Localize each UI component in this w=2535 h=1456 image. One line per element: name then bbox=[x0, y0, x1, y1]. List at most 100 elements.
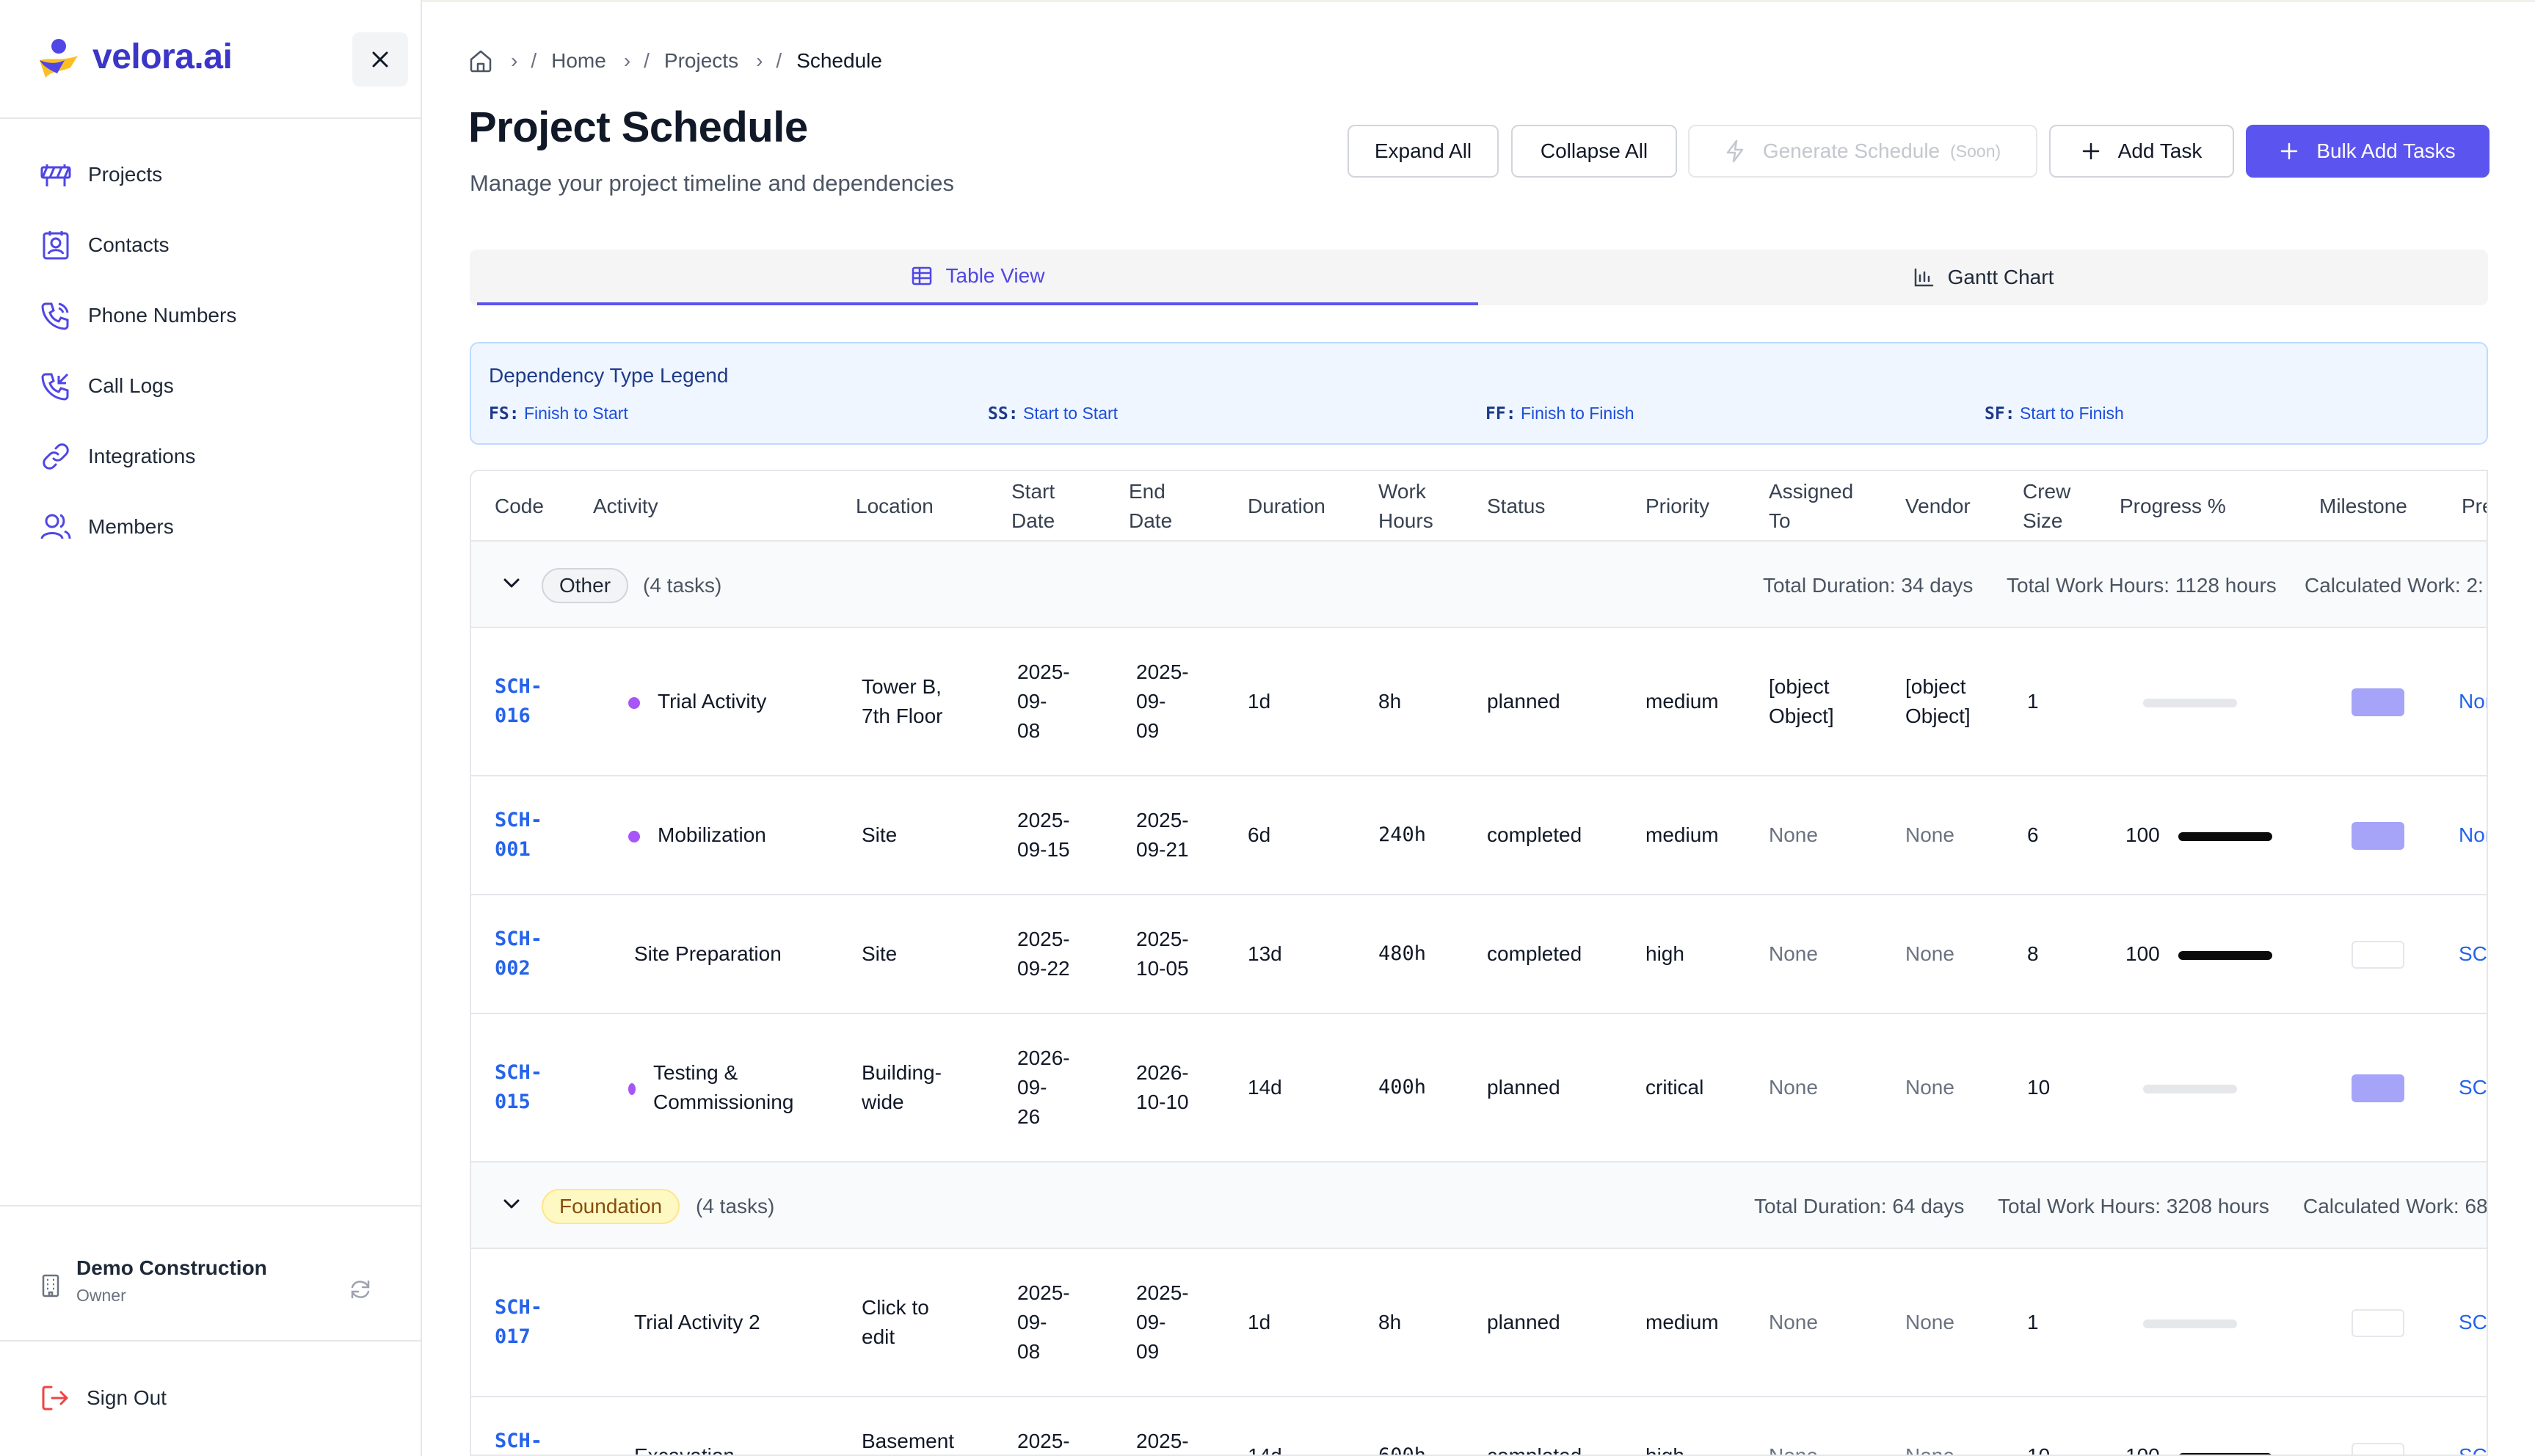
chevron-down-icon[interactable] bbox=[502, 577, 521, 590]
task-location[interactable]: Basement bbox=[862, 1430, 955, 1452]
task-crew-size[interactable]: 1 bbox=[2027, 1311, 2039, 1333]
milestone-toggle[interactable] bbox=[2352, 941, 2404, 969]
sign-out-button[interactable]: Sign Out bbox=[40, 1383, 167, 1413]
task-location[interactable]: Building-wide bbox=[862, 1061, 942, 1113]
column-vendor[interactable]: Vendor bbox=[1905, 495, 1971, 517]
switch-organization-button[interactable] bbox=[343, 1273, 377, 1306]
task-duration[interactable]: 13d bbox=[1248, 942, 1282, 965]
task-status[interactable]: completed bbox=[1487, 942, 1582, 965]
task-priority[interactable]: critical bbox=[1645, 1076, 1704, 1099]
close-sidebar-button[interactable] bbox=[352, 32, 408, 87]
column-crew-size[interactable]: Crew Size bbox=[2023, 480, 2071, 532]
task-predecessors[interactable]: SCI bbox=[2459, 942, 2487, 965]
task-start-date[interactable]: 2025- 09-15 bbox=[1017, 809, 1070, 861]
task-end-date[interactable]: 2025- bbox=[1136, 1430, 1189, 1452]
task-end-date[interactable]: 2026- 10-10 bbox=[1136, 1061, 1189, 1113]
table-row[interactable]: SCH- Excavation Basement 2025- 2025- 14d… bbox=[471, 1397, 2487, 1456]
task-priority[interactable]: high bbox=[1645, 942, 1684, 965]
task-duration[interactable]: 1d bbox=[1248, 690, 1271, 713]
task-predecessors[interactable]: Non bbox=[2459, 823, 2487, 846]
breadcrumb-home[interactable]: Home bbox=[551, 49, 606, 72]
task-priority[interactable]: medium bbox=[1645, 1311, 1719, 1333]
task-work-hours[interactable]: 600h bbox=[1378, 1444, 1427, 1456]
task-end-date[interactable]: 2025- 09-21 bbox=[1136, 809, 1189, 861]
column-activity[interactable]: Activity bbox=[593, 495, 658, 517]
task-vendor[interactable]: None bbox=[1905, 1311, 1954, 1333]
table-row[interactable]: SCH- 001 Mobilization Site 2025- 09-15 202… bbox=[471, 776, 2487, 895]
task-start-date[interactable]: 2025- 09- 08 bbox=[1017, 660, 1070, 742]
task-work-hours[interactable]: 480h bbox=[1378, 942, 1427, 965]
task-work-hours[interactable]: 400h bbox=[1378, 1076, 1427, 1099]
column-priority[interactable]: Priority bbox=[1645, 495, 1710, 517]
bulk-add-tasks-button[interactable]: Bulk Add Tasks bbox=[2246, 125, 2489, 178]
sidebar-item-projects[interactable]: Projects bbox=[0, 139, 421, 210]
table-row[interactable]: SCH- 015 Testing & Commissioning Building-… bbox=[471, 1014, 2487, 1162]
task-activity[interactable]: Testing & Commissioning bbox=[653, 1061, 794, 1113]
task-crew-size[interactable]: 6 bbox=[2027, 823, 2039, 846]
task-activity[interactable]: Mobilization bbox=[658, 823, 766, 846]
task-code[interactable]: SCH- 002 bbox=[495, 928, 543, 980]
task-assigned-to[interactable]: None bbox=[1769, 1444, 1818, 1456]
task-status[interactable]: planned bbox=[1487, 690, 1560, 713]
tab-table-view[interactable]: Table View bbox=[477, 250, 1478, 305]
column-milestone[interactable]: Milestone bbox=[2319, 495, 2407, 517]
task-code[interactable]: SCH- 001 bbox=[495, 809, 543, 861]
task-crew-size[interactable]: 8 bbox=[2027, 942, 2039, 965]
breadcrumb-projects[interactable]: Projects bbox=[663, 49, 739, 72]
task-predecessors[interactable]: Non bbox=[2459, 690, 2487, 713]
task-priority[interactable]: medium bbox=[1645, 690, 1719, 713]
group-header-foundation[interactable]: Foundation (4 tasks) Total Duration: 64 … bbox=[471, 1162, 2487, 1249]
task-predecessors[interactable]: SCI bbox=[2459, 1311, 2487, 1333]
task-status[interactable]: completed bbox=[1487, 1444, 1582, 1456]
task-start-date[interactable]: 2025- 09- 08 bbox=[1017, 1281, 1070, 1363]
task-vendor[interactable]: None bbox=[1905, 1076, 1954, 1099]
chevron-down-icon[interactable] bbox=[502, 1198, 521, 1211]
task-crew-size[interactable]: 10 bbox=[2027, 1076, 2051, 1099]
tab-gantt-chart[interactable]: Gantt Chart bbox=[1485, 250, 2481, 305]
add-task-button[interactable]: Add Task bbox=[2049, 125, 2234, 178]
task-status[interactable]: completed bbox=[1487, 823, 1582, 846]
task-end-date[interactable]: 2025- 09- 09 bbox=[1136, 660, 1189, 742]
task-work-hours[interactable]: 240h bbox=[1378, 823, 1427, 846]
task-activity[interactable]: Excavation bbox=[634, 1444, 735, 1456]
task-duration[interactable]: 14d bbox=[1248, 1076, 1282, 1099]
task-assigned-to[interactable]: [object Object] bbox=[1769, 675, 1834, 727]
sidebar-item-members[interactable]: Members bbox=[0, 492, 421, 562]
task-duration[interactable]: 14d bbox=[1248, 1444, 1282, 1456]
task-work-hours[interactable]: 8h bbox=[1378, 690, 1402, 713]
task-predecessors[interactable]: SCI bbox=[2459, 1444, 2487, 1456]
home-icon[interactable] bbox=[468, 48, 493, 73]
sidebar-item-contacts[interactable]: Contacts bbox=[0, 210, 421, 280]
task-activity[interactable]: Trial Activity 2 bbox=[634, 1311, 760, 1333]
expand-all-button[interactable]: Expand All bbox=[1347, 125, 1499, 178]
generate-schedule-button[interactable]: Generate Schedule (Soon) bbox=[1688, 125, 2037, 178]
task-code[interactable]: SCH- 016 bbox=[495, 675, 543, 727]
sidebar-item-call-logs[interactable]: Call Logs bbox=[0, 351, 421, 421]
task-assigned-to[interactable]: None bbox=[1769, 1311, 1818, 1333]
task-vendor[interactable]: [object Object] bbox=[1905, 675, 1971, 727]
task-location[interactable]: Site bbox=[862, 942, 898, 965]
sidebar-item-phone-numbers[interactable]: Phone Numbers bbox=[0, 280, 421, 351]
task-priority[interactable]: medium bbox=[1645, 823, 1719, 846]
milestone-toggle[interactable] bbox=[2352, 822, 2404, 850]
column-progress[interactable]: Progress % bbox=[2120, 495, 2226, 517]
collapse-all-button[interactable]: Collapse All bbox=[1511, 125, 1677, 178]
task-vendor[interactable]: None bbox=[1905, 1444, 1954, 1456]
column-end-date[interactable]: End Date bbox=[1129, 480, 1173, 532]
column-code[interactable]: Code bbox=[495, 495, 544, 517]
task-code[interactable]: SCH- 017 bbox=[495, 1296, 543, 1348]
task-crew-size[interactable]: 10 bbox=[2027, 1444, 2051, 1456]
task-location[interactable]: Site bbox=[862, 823, 898, 846]
task-work-hours[interactable]: 8h bbox=[1378, 1311, 1402, 1333]
column-duration[interactable]: Duration bbox=[1248, 495, 1325, 517]
column-location[interactable]: Location bbox=[856, 495, 934, 517]
task-start-date[interactable]: 2026- 09- 26 bbox=[1017, 1046, 1070, 1128]
task-assigned-to[interactable]: None bbox=[1769, 942, 1818, 965]
sidebar-item-integrations[interactable]: Integrations bbox=[0, 421, 421, 492]
task-duration[interactable]: 6d bbox=[1248, 823, 1271, 846]
task-start-date[interactable]: 2025- bbox=[1017, 1430, 1070, 1452]
task-end-date[interactable]: 2025- 09- 09 bbox=[1136, 1281, 1189, 1363]
task-code[interactable]: SCH- 015 bbox=[495, 1061, 543, 1113]
milestone-toggle[interactable] bbox=[2352, 1309, 2404, 1337]
task-predecessors[interactable]: SCI bbox=[2459, 1076, 2487, 1099]
